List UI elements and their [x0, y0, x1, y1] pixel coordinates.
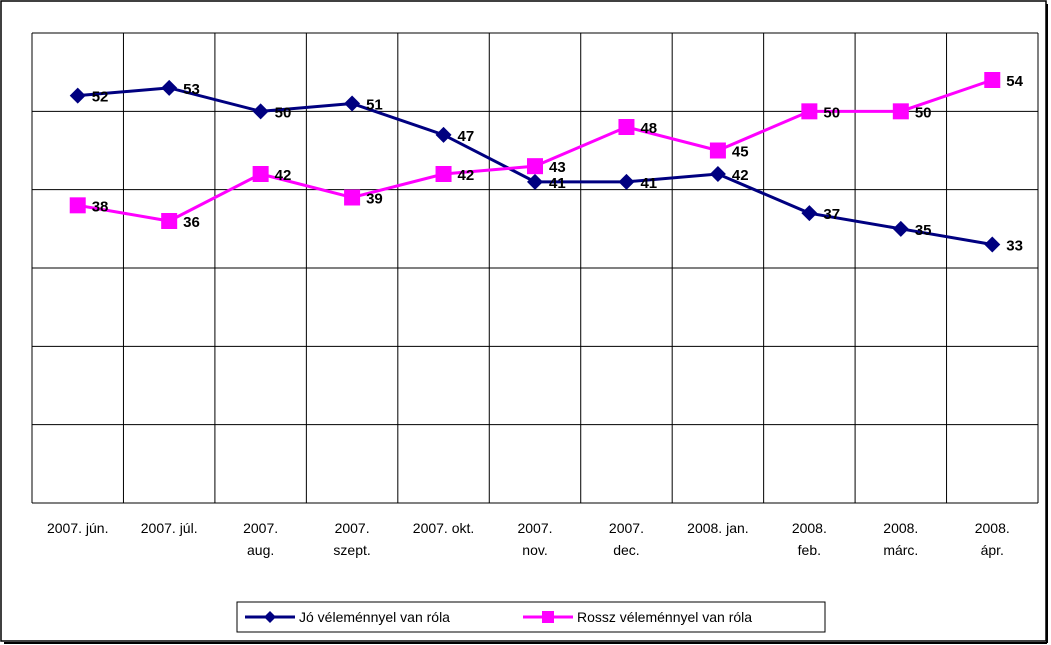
data-label: 41 — [640, 175, 657, 192]
data-label: 45 — [732, 144, 749, 161]
data-label: 52 — [92, 89, 109, 106]
marker — [435, 126, 452, 143]
legend-label: Jó véleménnyel van róla — [299, 609, 450, 625]
data-label: 50 — [823, 104, 840, 121]
x-tick-label: 2008. ápr. — [975, 520, 1010, 558]
marker — [618, 173, 635, 190]
marker — [344, 95, 361, 112]
marker — [801, 103, 818, 120]
marker — [984, 236, 1001, 253]
x-tick-label: 2008. feb. — [792, 520, 827, 558]
data-label: 42 — [732, 167, 749, 184]
marker — [709, 142, 726, 159]
data-label: 43 — [549, 159, 566, 176]
marker — [69, 197, 86, 214]
x-tick-label: 2007. júl. — [141, 520, 198, 536]
data-label: 50 — [275, 104, 292, 121]
legend-marker — [264, 611, 276, 623]
marker — [69, 87, 86, 104]
data-label: 36 — [183, 214, 200, 231]
legend-label: Rossz véleménnyel van róla — [577, 609, 752, 625]
marker — [161, 213, 178, 229]
data-label: 33 — [1006, 238, 1023, 255]
data-label: 42 — [275, 167, 292, 184]
data-label: 53 — [183, 81, 200, 98]
x-tick-label: 2008. márc. — [883, 520, 918, 558]
marker — [801, 205, 818, 222]
data-label: 48 — [640, 120, 657, 137]
x-tick-label: 2008. jan. — [687, 520, 749, 536]
x-tick-label: 2007. szept. — [333, 520, 370, 558]
marker — [252, 166, 269, 182]
data-label: 51 — [366, 97, 383, 114]
legend-marker — [542, 611, 554, 623]
data-label: 50 — [915, 104, 932, 121]
x-tick-label: 2007. aug. — [243, 520, 278, 558]
marker — [252, 103, 269, 120]
data-label: 35 — [915, 222, 932, 239]
data-label: 38 — [92, 198, 109, 215]
marker — [892, 103, 909, 120]
data-label: 42 — [458, 167, 475, 184]
marker — [344, 189, 361, 206]
data-label: 37 — [823, 206, 840, 223]
data-label: 47 — [458, 128, 475, 145]
marker — [435, 166, 452, 182]
marker — [892, 220, 909, 237]
marker — [161, 79, 178, 96]
data-label: 39 — [366, 191, 383, 208]
marker — [618, 119, 635, 135]
x-tick-label: 2007. dec. — [609, 520, 644, 558]
marker — [527, 173, 543, 190]
marker — [709, 166, 726, 182]
data-label: 41 — [549, 175, 566, 192]
marker — [984, 72, 1001, 88]
x-tick-label: 2007. jún. — [47, 520, 109, 536]
x-tick-label: 2007. okt. — [413, 520, 475, 536]
data-label: 54 — [1006, 73, 1023, 90]
x-tick-label: 2007. nov. — [517, 520, 552, 558]
marker — [527, 158, 543, 175]
